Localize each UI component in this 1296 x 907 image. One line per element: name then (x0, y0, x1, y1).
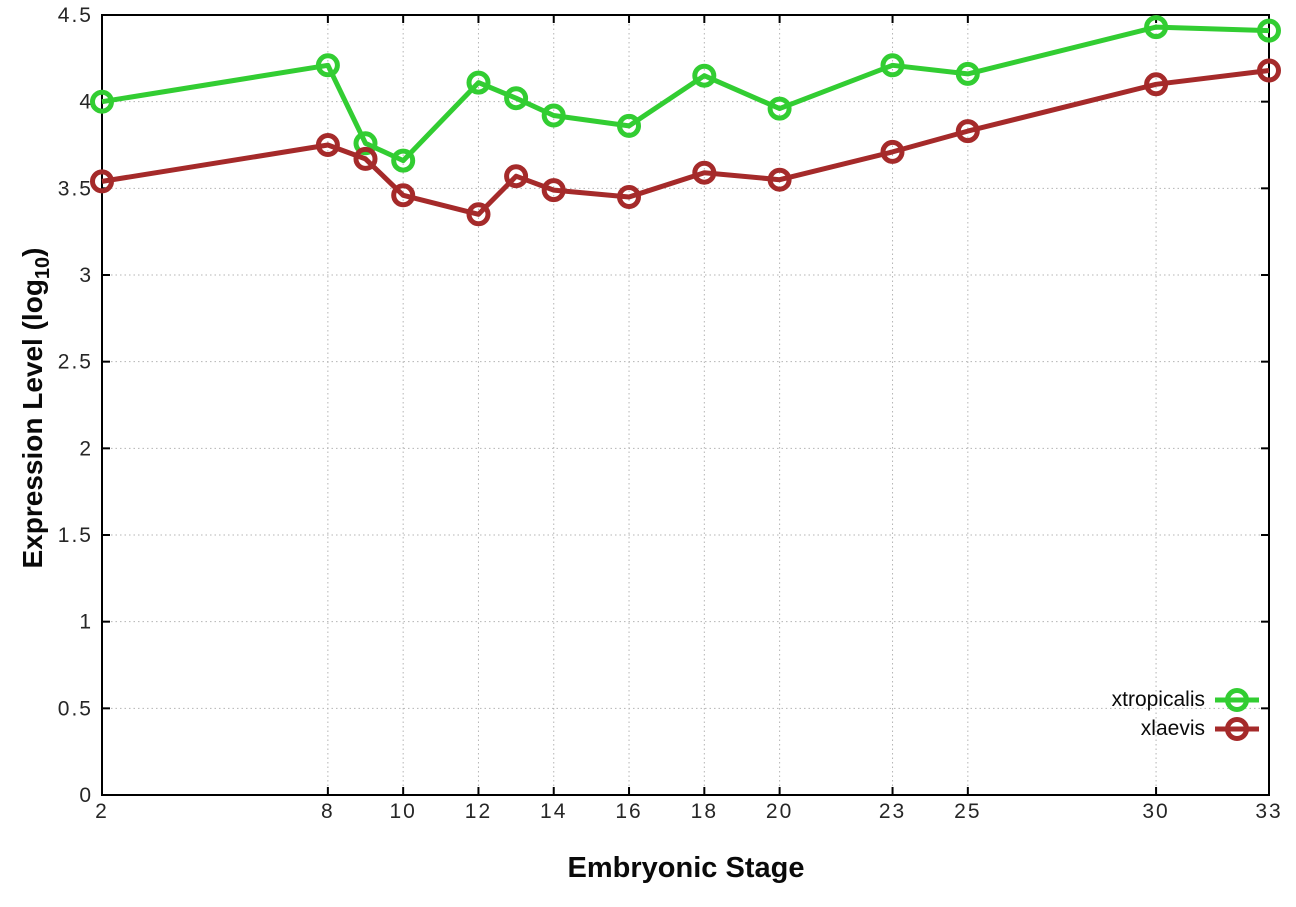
y-tick-label: 3 (79, 264, 93, 287)
y-tick-label: 1.5 (58, 524, 93, 547)
series-xtropicalis-point (541, 103, 566, 128)
series-xlaevis-point (466, 202, 491, 227)
y-tick-label: 4.5 (58, 4, 93, 27)
series-xlaevis-point (617, 185, 641, 209)
y-tick-label: 4 (79, 91, 93, 114)
legend-sample-xlaevis-icon (1215, 716, 1259, 741)
y-axis-title: Expression Level (log10) (17, 247, 54, 569)
series-xlaevis-point (880, 139, 905, 164)
series-xtropicalis-line (101, 24, 1270, 164)
y-axis-title-prefix: Expression Level (log (17, 279, 48, 569)
grid-lines (102, 15, 1269, 795)
x-tick-label: 20 (766, 800, 793, 823)
x-axis-title: Embryonic Stage (567, 852, 805, 884)
x-tick-label: 10 (389, 800, 416, 823)
x-tick-label: 18 (691, 800, 718, 823)
series-xtropicalis-point (353, 131, 378, 156)
y-tick-label: 0.5 (58, 697, 93, 720)
y-axis-tick-labels: 0 0.5 1 1.5 2 2.5 3 3.5 4 4.5 (58, 4, 93, 807)
series-xlaevis-point (315, 133, 340, 157)
y-axis-title-subscript: 10 (32, 256, 54, 280)
x-tick-label: 2 (95, 800, 109, 823)
y-axis-title-suffix: ) (17, 247, 48, 257)
series-xtropicalis-point (1257, 18, 1281, 43)
legend: xtropicalis xlaevis (1112, 685, 1260, 743)
series-xtropicalis-point (692, 63, 717, 88)
series-xlaevis-point (391, 183, 416, 208)
series-xtropicalis-point (880, 53, 905, 78)
series-xlaevis-point (90, 169, 114, 194)
series-xtropicalis-point (315, 53, 340, 78)
x-tick-label: 8 (321, 800, 335, 823)
series-xlaevis-point (504, 164, 529, 189)
series-xlaevis-point (353, 146, 378, 171)
series-xtropicalis-point (391, 148, 416, 173)
series-xlaevis-point (692, 160, 717, 185)
x-tick-label: 25 (954, 800, 981, 823)
series-xtropicalis-point (617, 113, 641, 138)
legend-label-xtropicalis: xtropicalis (1111, 687, 1205, 711)
x-tick-label: 16 (615, 800, 642, 823)
plot-border (101, 14, 1270, 796)
series-xlaevis-point (955, 119, 980, 144)
y-tick-label: 3.5 (58, 177, 93, 200)
x-tick-label: 33 (1255, 800, 1282, 823)
legend-label-xlaevis: xlaevis (1140, 716, 1205, 740)
x-axis-tick-labels: 2 8 10 12 14 16 18 20 23 25 30 33 (95, 800, 1282, 823)
series-xtropicalis-point (90, 89, 114, 114)
series-xtropicalis-point (955, 61, 980, 86)
legend-sample-xtropicalis-icon (1215, 687, 1259, 712)
series-xtropicalis-point (767, 96, 792, 121)
axis-tick-marks (101, 14, 1270, 796)
x-tick-label: 23 (879, 800, 906, 823)
y-tick-label: 1 (79, 611, 93, 634)
x-tick-label: 14 (540, 800, 567, 823)
series-xlaevis (90, 58, 1281, 227)
series-xlaevis-line (101, 68, 1270, 217)
series-xtropicalis-point (466, 70, 491, 95)
series-xlaevis-point (1257, 58, 1281, 83)
x-tick-label: 30 (1142, 800, 1169, 823)
series-xtropicalis (90, 15, 1281, 173)
series-xtropicalis-point (1144, 15, 1169, 40)
y-tick-label: 0 (79, 784, 93, 807)
y-tick-label: 2 (79, 437, 93, 460)
legend-row-xtropicalis: xtropicalis (1112, 685, 1260, 714)
y-tick-label: 2.5 (58, 351, 93, 374)
series-xlaevis-point (1144, 72, 1169, 97)
legend-row-xlaevis: xlaevis (1112, 714, 1260, 743)
x-tick-label: 12 (465, 800, 492, 823)
series-xtropicalis-point (504, 86, 529, 111)
series-xlaevis-point (767, 167, 792, 192)
series-xlaevis-point (541, 178, 566, 203)
